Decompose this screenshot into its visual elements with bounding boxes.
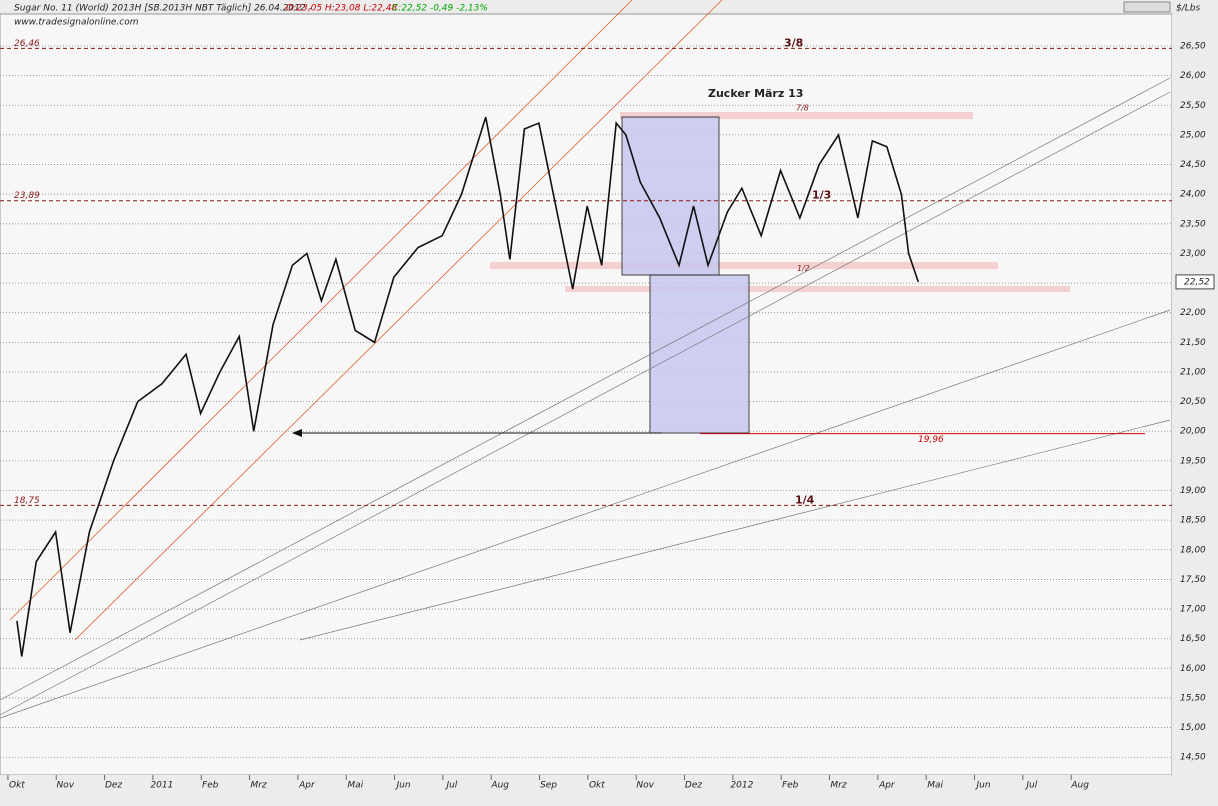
x-tick-label: Jul [444, 781, 457, 791]
x-tick-label: Dez [685, 781, 702, 791]
y-tick-label: 21,50 [1180, 338, 1206, 348]
toolbar[interactable] [1123, 1, 1171, 13]
y-tick-label: 18,50 [1180, 516, 1206, 526]
x-tick-label: Jul [1024, 781, 1037, 791]
level-label: 26,46 [14, 39, 40, 49]
y-tick-label: 18,00 [1180, 545, 1206, 555]
ratio-label: 1/3 [812, 189, 831, 202]
toolbar[interactable] [1123, 1, 1171, 13]
x-tick-label: Jun [974, 781, 990, 791]
x-tick-label: Nov [56, 781, 74, 791]
x-tick-label: Okt [9, 781, 25, 791]
ohlc: O:23,05 H:23,08 L:22,48 [286, 4, 397, 14]
y-axis [1172, 14, 1218, 775]
x-tick-label: Mai [927, 781, 943, 791]
grid [0, 45, 1172, 758]
y-tick-label: 16,50 [1180, 634, 1206, 644]
last-price: 22,52 [1184, 277, 1210, 287]
y-tick-label: 15,50 [1180, 693, 1206, 703]
y-tick-label: 23,00 [1180, 249, 1206, 259]
trend-line [0, 77, 1171, 701]
series [16, 116, 920, 657]
band [565, 286, 1070, 292]
y-tick-label: 17,00 [1180, 605, 1206, 615]
y-tick-label: 21,00 [1180, 367, 1206, 377]
ratio-label: 3/8 [784, 36, 803, 49]
y-tick-label: 20,00 [1180, 427, 1206, 437]
x-tick-label: Nov [636, 781, 654, 791]
ratio-mark: 7/8 [796, 104, 809, 113]
y-tick-label: 19,50 [1180, 456, 1206, 466]
level-label: 18,75 [14, 496, 40, 506]
chart-title: Sugar No. 11 (World) 2013H [SB.2013H NBT… [14, 4, 312, 14]
x-tick-label: Okt [589, 781, 605, 791]
x-tick-label: Sep [540, 781, 557, 791]
plot-area [0, 13, 1173, 776]
subtitle: www.tradesignalonline.com [14, 18, 139, 28]
arrow-head [292, 429, 302, 437]
x-tick-label: 2011 [150, 781, 173, 791]
trend-line [0, 309, 1171, 719]
last-price-box [1175, 274, 1215, 290]
y-tick-label: 26,00 [1180, 71, 1206, 81]
trend-line [0, 91, 1171, 716]
y-tick-label: 19,00 [1180, 486, 1206, 496]
ratio-label: 1/4 [795, 493, 815, 506]
box [621, 116, 720, 276]
y-tick-label: 22,00 [1180, 308, 1206, 318]
y-tick-label: 14,50 [1180, 753, 1206, 763]
y-tick-label: 15,00 [1180, 723, 1206, 733]
x-tick-label: Apr [298, 781, 316, 791]
x-tick-label: 2012 [730, 781, 753, 791]
y-tick-label: 24,50 [1180, 160, 1206, 170]
y-tick-label: 20,50 [1180, 397, 1206, 407]
x-tick-label: Apr [878, 781, 896, 791]
x-tick-label: Aug [1070, 781, 1089, 791]
y-tick-label: 24,00 [1180, 190, 1206, 200]
x-axis [0, 775, 1172, 792]
levels: 26,46 3/8 23,89 1/3 18,75 1/4 7/8 1/2 19,96 [0, 36, 1172, 506]
y-tick-label: 23,50 [1180, 219, 1206, 229]
x-tick-label: Aug [490, 781, 509, 791]
x-tick-label: Mai [347, 781, 363, 791]
x-tick-label: Jun [395, 781, 411, 791]
x-tick-label: Mrz [830, 781, 846, 791]
trend-line [74, 0, 723, 641]
y-tick-label: 17,50 [1180, 575, 1206, 585]
y-tick-label: 25,00 [1180, 130, 1206, 140]
y-tick-label: 26,50 [1180, 42, 1206, 52]
close: C:22,52 -0,49 -2,13% [392, 4, 488, 14]
annotation: Zucker März 13 [708, 87, 803, 100]
price-line [16, 116, 920, 657]
target-label: 19,96 [918, 435, 944, 445]
level-label: 23,89 [14, 191, 40, 201]
trend-line [9, 0, 633, 621]
trend-line [299, 419, 1171, 641]
band [620, 112, 973, 119]
ratio-mark: 1/2 [797, 264, 810, 273]
x-tick-label: Feb [202, 781, 219, 791]
band [490, 262, 998, 269]
x-tick-label: Feb [782, 781, 799, 791]
unit: $/Lbs [1176, 4, 1200, 14]
x-tick-label: Dez [105, 781, 122, 791]
y-tick-label: 25,50 [1180, 101, 1206, 111]
box [649, 274, 750, 434]
x-tick-label: Mrz [250, 781, 266, 791]
y-tick-label: 16,00 [1180, 664, 1206, 674]
